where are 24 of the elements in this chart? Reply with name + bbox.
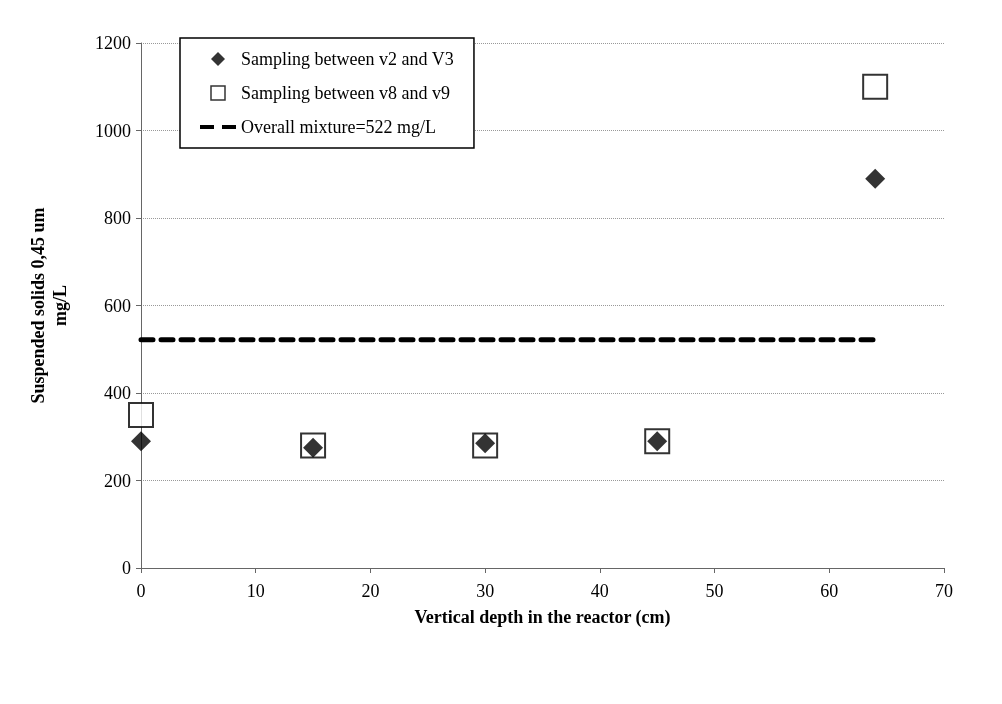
x-tick-label: 50: [705, 581, 724, 601]
x-tick-label: 20: [361, 581, 380, 601]
x-tick-label: 40: [590, 581, 609, 601]
point: [131, 431, 151, 452]
y-axis-title: Suspended solids 0,45 um mg/L: [28, 207, 70, 404]
legend-label: Sampling between v8 and v9: [241, 83, 450, 103]
point: [128, 401, 154, 428]
point: [865, 168, 886, 189]
x-axis-title: Vertical depth in the reactor (cm): [414, 607, 671, 628]
y-tick-label: 1200: [95, 33, 131, 53]
y-tick-label: 1000: [95, 120, 131, 141]
y-tick-label: 400: [104, 383, 131, 403]
y-tick-label: 800: [104, 208, 131, 228]
x-tick-label: 60: [820, 581, 839, 601]
x-tick-label: 0: [136, 581, 146, 601]
x-tick-label: 70: [935, 581, 953, 601]
legend-label: Sampling between v2 and V3: [241, 49, 454, 69]
x-tick-label: 30: [476, 581, 495, 601]
y-tick-label: 200: [104, 470, 131, 491]
y-tick-label: 0: [122, 558, 131, 578]
y-tick-label: 600: [104, 295, 131, 316]
point: [862, 73, 889, 100]
legend-label: Overall mixture=522 mg/L: [241, 117, 437, 137]
x-tick-label: 10: [246, 581, 265, 601]
